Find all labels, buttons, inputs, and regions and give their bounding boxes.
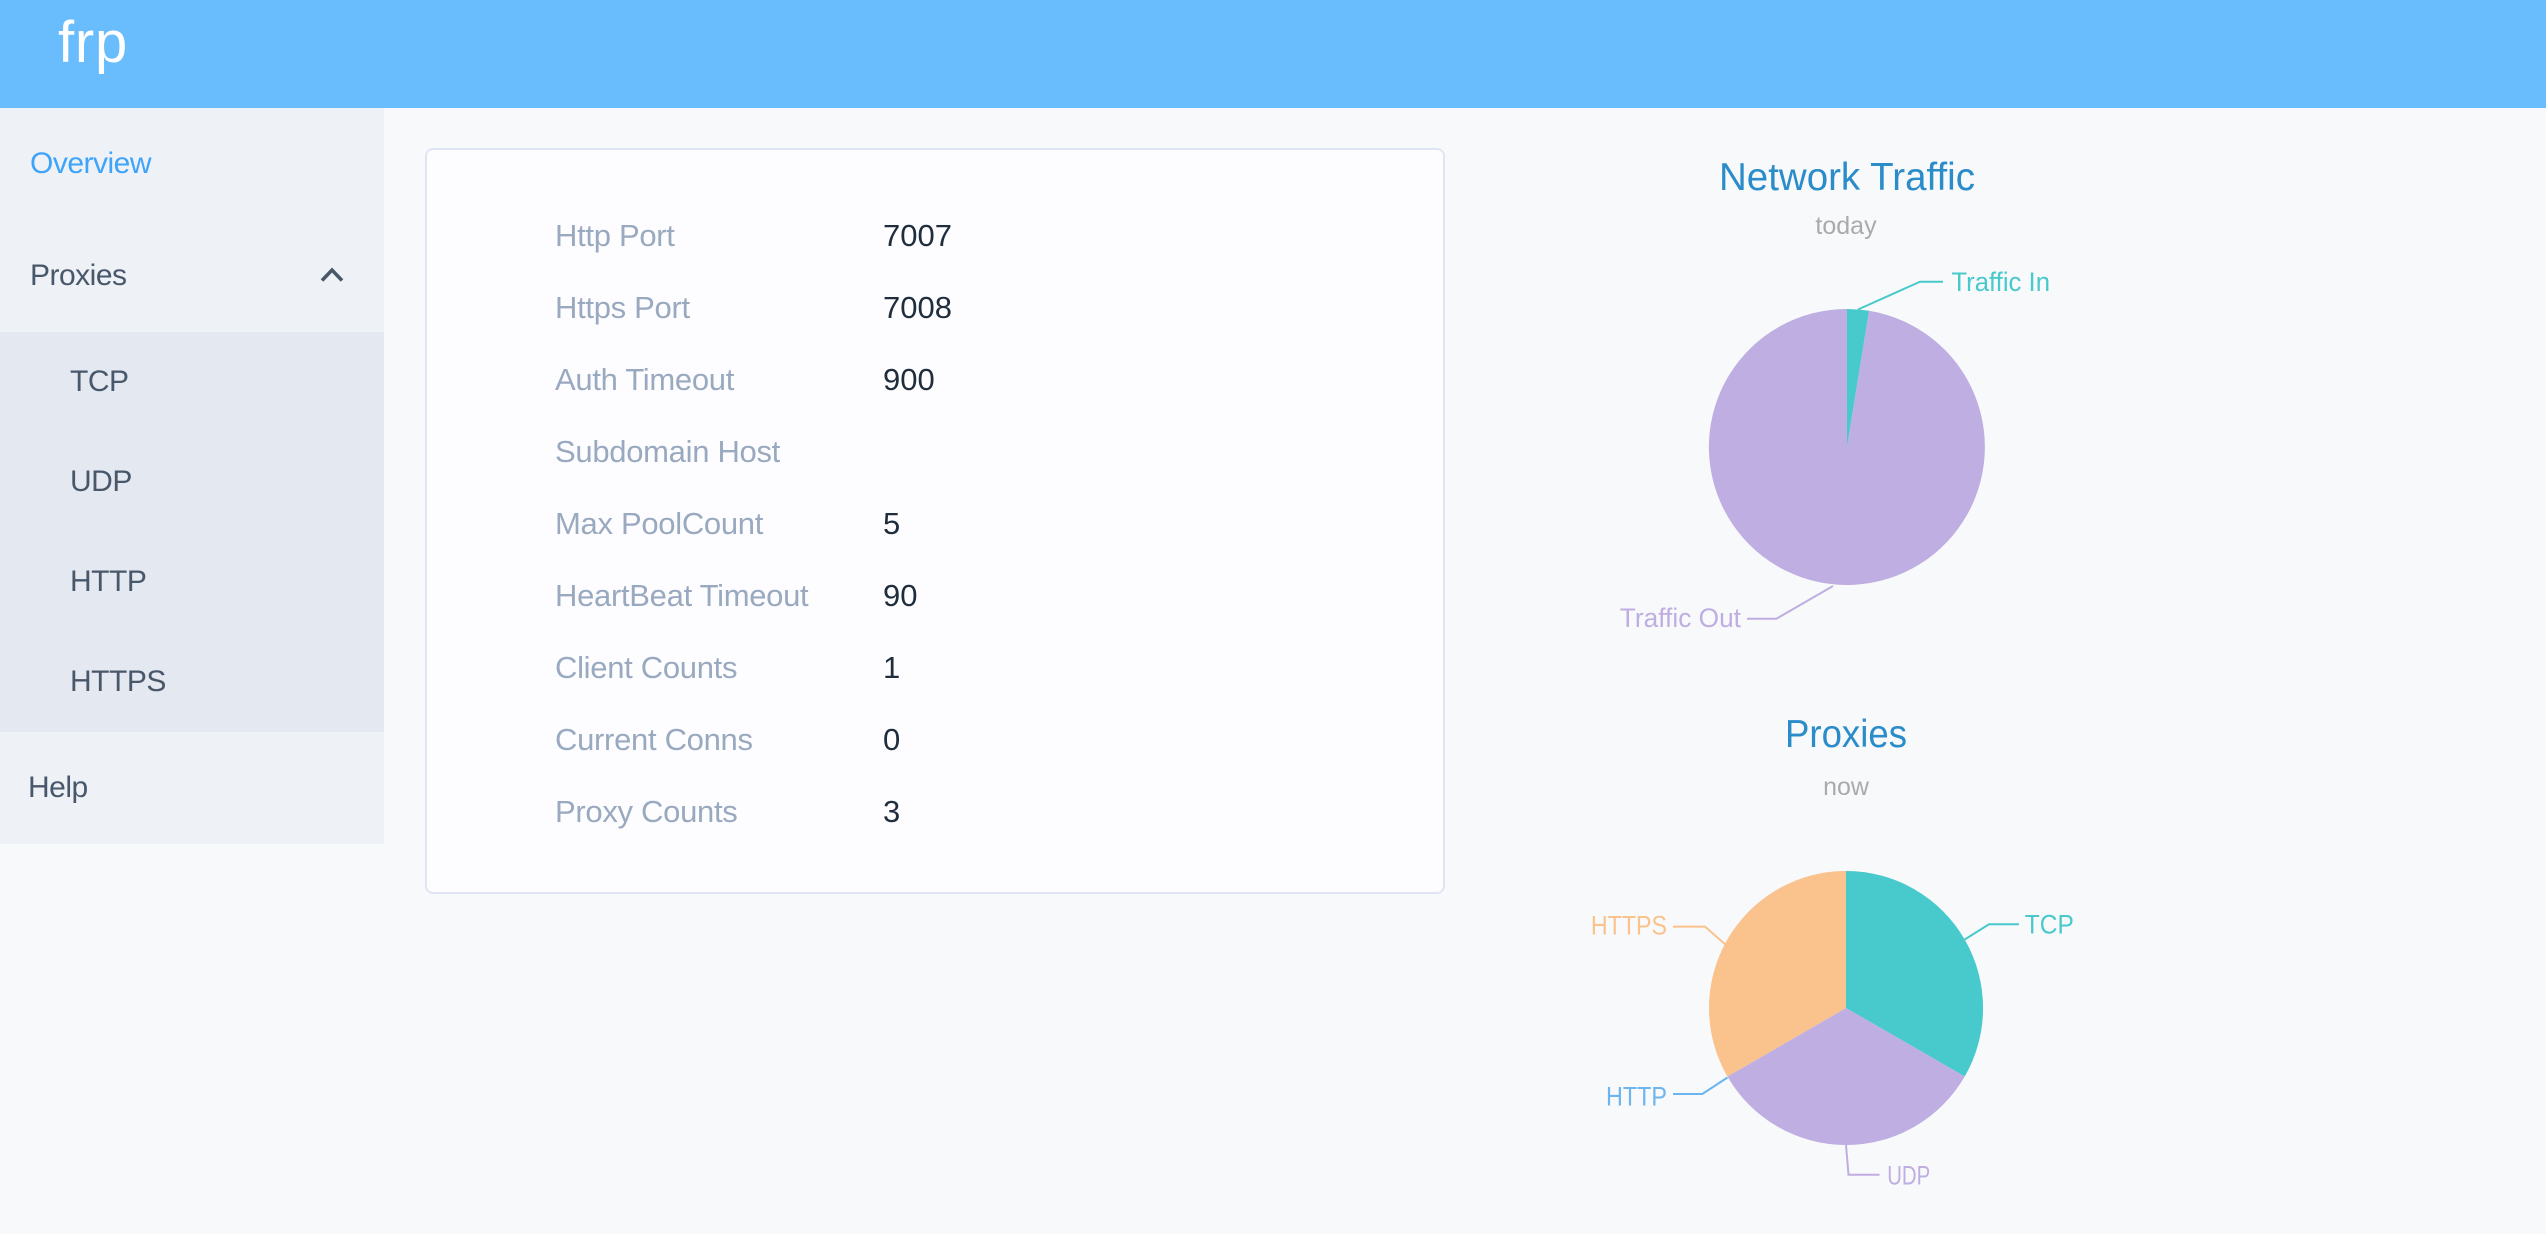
svg-text:Traffic Out: Traffic Out (1620, 603, 1742, 633)
svg-text:HTTP: HTTP (1606, 1082, 1667, 1112)
svg-text:now: now (1823, 773, 1870, 801)
svg-text:TCP: TCP (2025, 909, 2074, 939)
svg-text:HTTPS: HTTPS (1591, 910, 1667, 940)
svg-text:UDP: UDP (1887, 1161, 1930, 1191)
svg-text:Traffic In: Traffic In (1951, 267, 2050, 297)
svg-text:today: today (1815, 212, 1877, 240)
svg-text:Proxies: Proxies (1785, 713, 1907, 756)
svg-text:Network Traffic: Network Traffic (1719, 156, 1975, 199)
